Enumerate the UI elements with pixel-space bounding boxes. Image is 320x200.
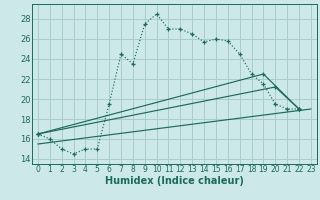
X-axis label: Humidex (Indice chaleur): Humidex (Indice chaleur) xyxy=(105,176,244,186)
